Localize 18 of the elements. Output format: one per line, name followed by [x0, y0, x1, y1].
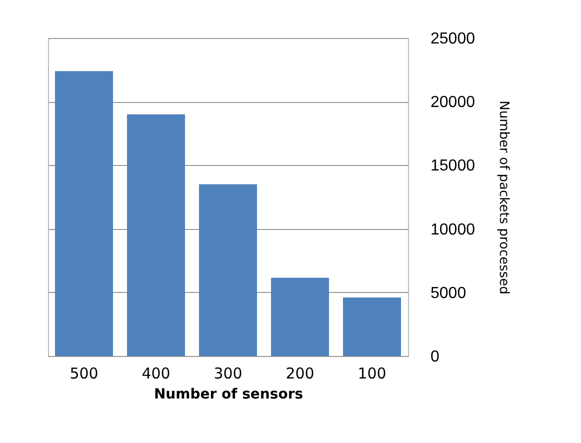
x-tick-label: 200 — [286, 364, 314, 382]
y-tick-label: 10000 — [430, 221, 476, 238]
bar — [127, 114, 185, 356]
x-tick-label: 100 — [358, 364, 386, 382]
bar — [199, 184, 257, 356]
y-tick-label: 25000 — [430, 30, 476, 48]
x-axis-title: Number of sensors — [154, 386, 304, 402]
bar — [343, 297, 401, 356]
y-tick-label: 20000 — [430, 94, 476, 112]
y-axis-title: Number of packets processed — [496, 100, 511, 294]
x-tick-label: 400 — [142, 364, 170, 382]
y-tick-label: 5000 — [430, 284, 466, 302]
x-tick-label: 300 — [214, 364, 242, 382]
bar — [55, 71, 113, 356]
y-tick-label: 0 — [430, 348, 440, 366]
bar — [271, 278, 329, 356]
y-tick-label: 15000 — [430, 158, 476, 175]
x-tick-label: 500 — [70, 364, 98, 382]
